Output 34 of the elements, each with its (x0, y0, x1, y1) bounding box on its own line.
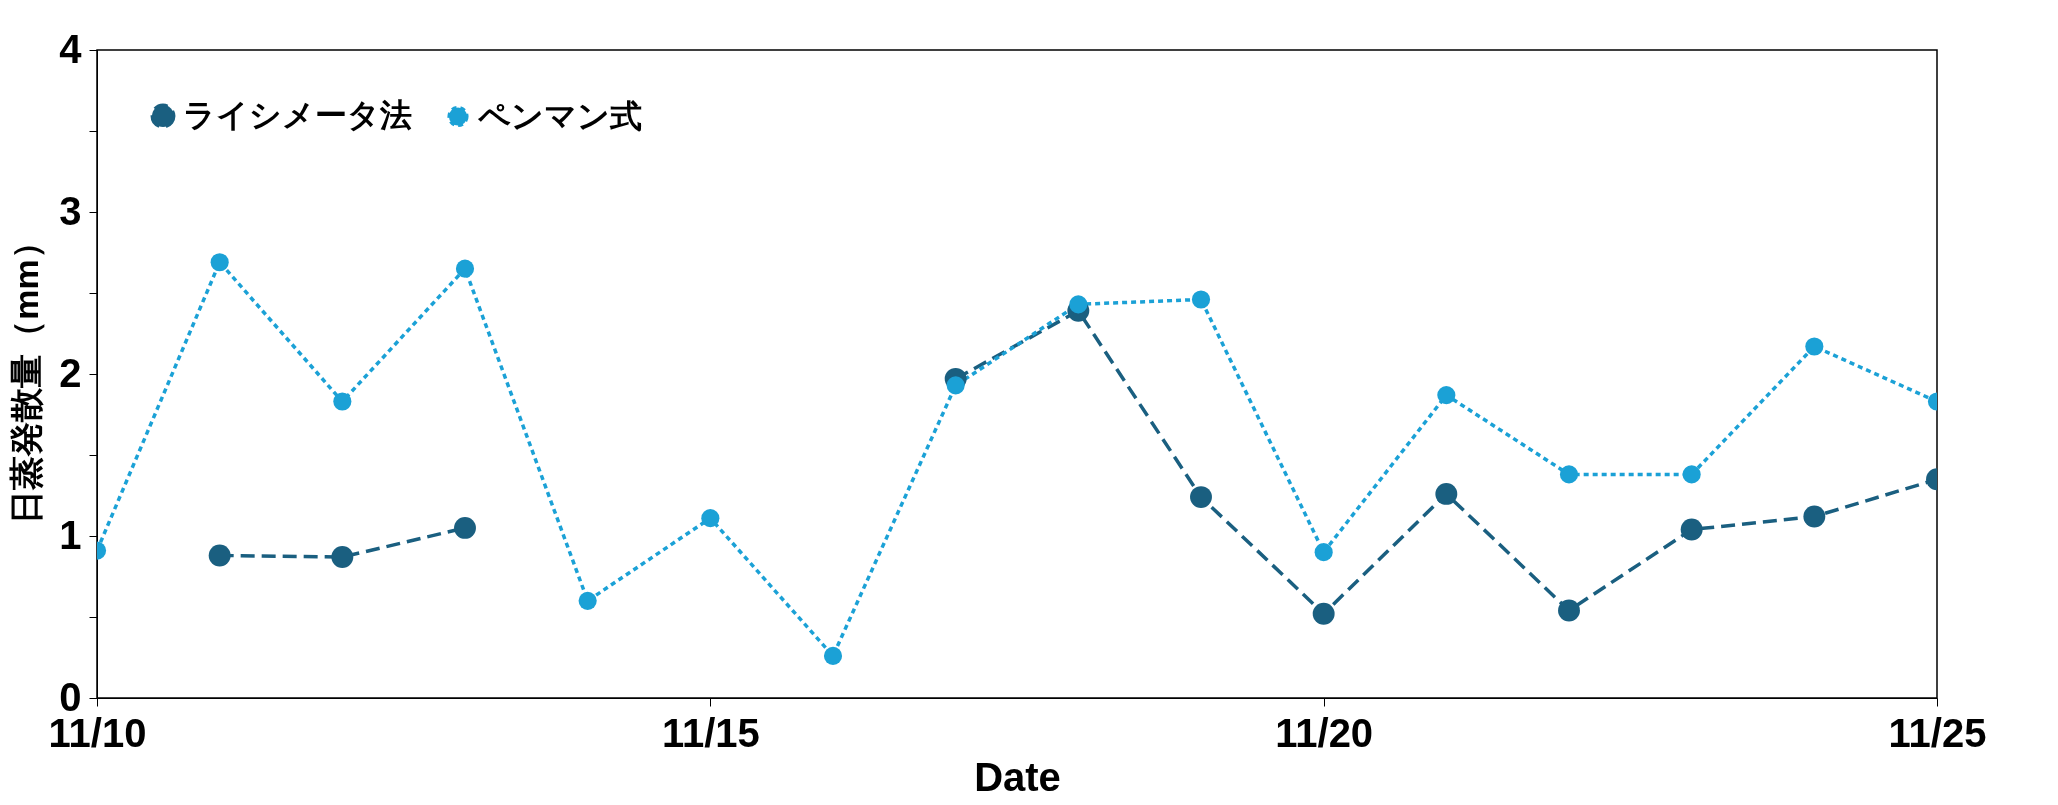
x-tick-label: 11/15 (661, 710, 760, 755)
y-tick-label: 3 (59, 188, 82, 233)
point (1069, 295, 1088, 314)
legend-label: ペンマン式 (477, 97, 642, 134)
point (946, 376, 965, 395)
point (1312, 602, 1335, 625)
y-tick-label: 4 (59, 26, 83, 71)
x-tick-label: 11/20 (1275, 710, 1374, 755)
point (455, 259, 475, 278)
point (210, 253, 229, 272)
point (823, 646, 843, 665)
y-tick-label: 2 (59, 350, 82, 395)
point (1437, 385, 1456, 405)
point (208, 544, 231, 567)
y-tick-label: 1 (59, 512, 82, 557)
point (1680, 518, 1703, 541)
x-tick-label: 11/25 (1888, 710, 1987, 755)
point (1559, 465, 1579, 484)
point (1435, 482, 1458, 505)
legend-label: ライシメータ法 (183, 97, 412, 134)
point (578, 591, 597, 610)
point (1558, 599, 1580, 622)
point (1190, 486, 1212, 509)
point (454, 516, 476, 539)
point (1803, 505, 1826, 528)
point (331, 546, 354, 568)
point (333, 392, 352, 411)
point (1805, 337, 1824, 356)
point (1314, 543, 1333, 562)
y-axis-title: 日蒸発散量（mm） (7, 225, 46, 524)
point (1191, 290, 1211, 309)
point (701, 509, 720, 528)
x-axis-title: Date (974, 754, 1061, 799)
point (1682, 465, 1701, 484)
